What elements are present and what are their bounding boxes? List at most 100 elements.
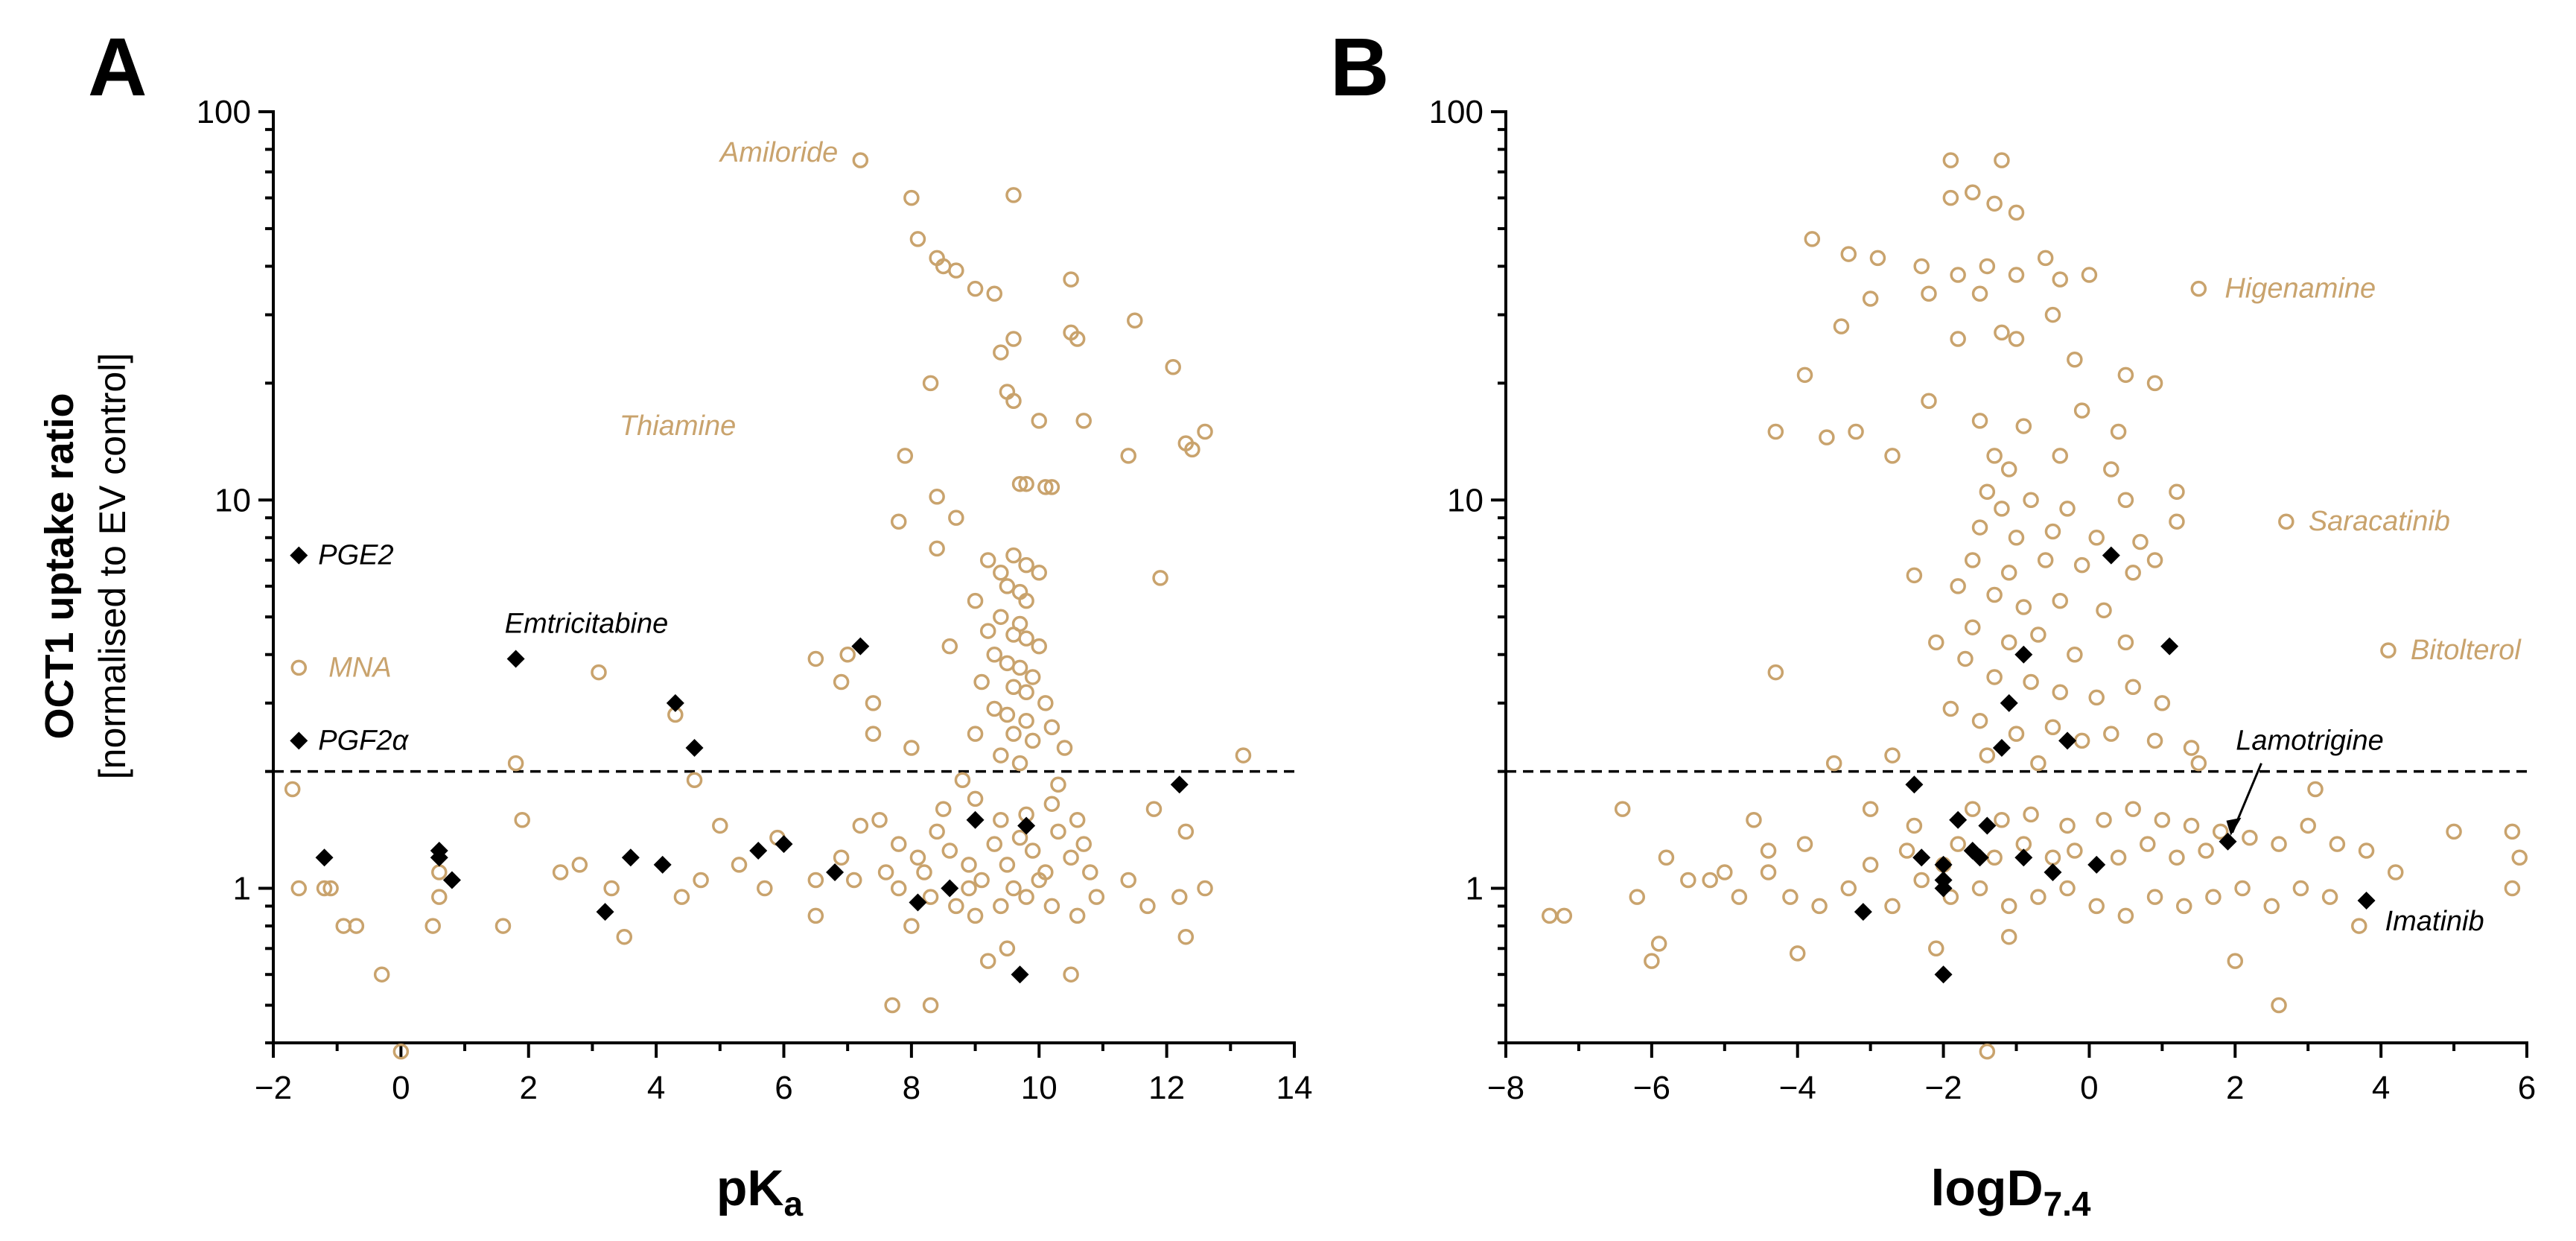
- x-tick-label-a: 4: [647, 1070, 665, 1106]
- data-point-highlight: [653, 855, 672, 874]
- x-tick-label-a: 6: [775, 1070, 792, 1106]
- data-point-open: [1197, 423, 1213, 440]
- data-point-open: [2263, 898, 2280, 915]
- data-point-open: [999, 857, 1016, 873]
- data-point-open: [929, 823, 945, 840]
- data-point-open: [514, 812, 530, 828]
- data-point-highlight: [2014, 645, 2033, 664]
- data-point-open: [712, 817, 728, 834]
- data-point-open: [2329, 836, 2346, 852]
- data-point-open: [961, 857, 977, 873]
- data-point-highlight: [430, 848, 448, 867]
- data-point-open: [2067, 646, 2083, 663]
- data-point-open: [2023, 492, 2039, 509]
- data-point-open: [1082, 864, 1098, 880]
- x-axis-title-b-main: logD: [1930, 1160, 2043, 1216]
- data-point-open: [865, 695, 882, 711]
- data-point-open: [941, 842, 958, 859]
- data-point-open: [2052, 448, 2069, 464]
- data-point-highlight: [1905, 775, 1924, 794]
- data-point-open: [1928, 940, 1944, 957]
- data-point-open: [673, 889, 690, 905]
- data-point-highlight: [2014, 848, 2033, 867]
- x-tick-label-a: 12: [1148, 1070, 1185, 1106]
- data-point-open: [1139, 898, 1156, 915]
- data-point-open: [973, 872, 990, 889]
- data-point-open: [807, 872, 824, 889]
- data-point-open: [348, 918, 365, 934]
- data-point-highlight: [2044, 863, 2062, 881]
- annotation-saracatinib: Saracatinib: [2309, 506, 2450, 537]
- data-point-open: [1614, 801, 1631, 817]
- data-point-open: [922, 889, 939, 905]
- panel-letter-b: B: [1330, 22, 1389, 113]
- data-point-open: [1050, 776, 1066, 793]
- data-point-open: [1898, 842, 1915, 859]
- data-point-open: [2037, 552, 2054, 568]
- data-point-highlight: [1854, 903, 1872, 921]
- annotation-amiloride: Amiloride: [719, 137, 838, 168]
- data-point-open: [757, 880, 773, 897]
- data-point-open: [2008, 267, 2025, 283]
- data-point-open: [1921, 393, 1937, 409]
- data-point-open: [2146, 375, 2163, 392]
- data-point-open: [807, 650, 824, 667]
- data-point-open: [1942, 189, 1959, 206]
- data-point-open: [2059, 817, 2076, 834]
- data-point-open: [1005, 726, 1022, 742]
- data-point-highlight: [941, 879, 959, 898]
- x-axis-title-a-sub: a: [784, 1184, 804, 1223]
- data-point-open: [2351, 918, 2367, 934]
- x-axis-title-b: logD7.4: [1930, 1160, 2090, 1223]
- data-point-open: [2030, 626, 2047, 643]
- annotation-higenamine: Higenamine: [2224, 273, 2376, 305]
- data-point-open: [1037, 479, 1054, 495]
- data-point-open: [1994, 152, 2010, 168]
- data-point-open: [1731, 889, 1748, 905]
- data-point-open: [1024, 732, 1041, 749]
- data-point-open: [1127, 312, 1143, 328]
- data-point-open: [431, 864, 448, 880]
- data-point-open: [1942, 700, 1959, 717]
- data-point-open: [1043, 796, 1060, 812]
- x-tick-label-b: −6: [1633, 1070, 1670, 1106]
- data-point-open: [948, 898, 964, 915]
- data-point-open: [2117, 634, 2134, 651]
- data-point-highlight: [909, 893, 927, 912]
- x-tick-label-b: 6: [2518, 1070, 2536, 1106]
- data-point-open: [1069, 812, 1086, 828]
- data-point-open: [1658, 849, 1675, 866]
- data-point-open: [1906, 817, 1923, 834]
- data-point-open: [2008, 204, 2025, 221]
- data-point-open: [2242, 829, 2258, 846]
- data-point-open: [1031, 872, 1047, 889]
- data-point-highlight: [506, 650, 525, 668]
- data-point-open: [1957, 650, 1974, 667]
- data-point-open: [2227, 953, 2244, 969]
- data-point-open: [2008, 726, 2025, 742]
- data-point-highlight: [1170, 775, 1189, 794]
- data-point-open: [1950, 267, 1966, 283]
- data-point-open: [2117, 492, 2134, 509]
- data-point-open: [903, 189, 920, 206]
- data-point-open: [1235, 747, 1252, 764]
- data-point-open: [2271, 997, 2287, 1014]
- data-point-open: [1986, 586, 2003, 603]
- data-point-open: [1971, 285, 1988, 302]
- y-tick-label-a: 10: [214, 482, 251, 518]
- data-point-open: [1760, 842, 1777, 859]
- data-point-highlight: [2087, 855, 2106, 874]
- data-point-open: [2081, 267, 2098, 283]
- data-point-open: [2073, 556, 2090, 574]
- data-point-open: [2030, 755, 2047, 772]
- data-point-open: [2008, 530, 2025, 546]
- data-point-open: [2044, 719, 2061, 735]
- data-point-highlight: [315, 848, 334, 867]
- data-point-open: [948, 262, 964, 279]
- data-point-open: [2132, 533, 2149, 550]
- data-point-open: [2044, 849, 2061, 866]
- data-point-highlight: [851, 637, 870, 656]
- data-point-highlight: [1992, 738, 2011, 757]
- data-point-open: [2067, 842, 2083, 859]
- data-point-highlight: [2357, 891, 2376, 910]
